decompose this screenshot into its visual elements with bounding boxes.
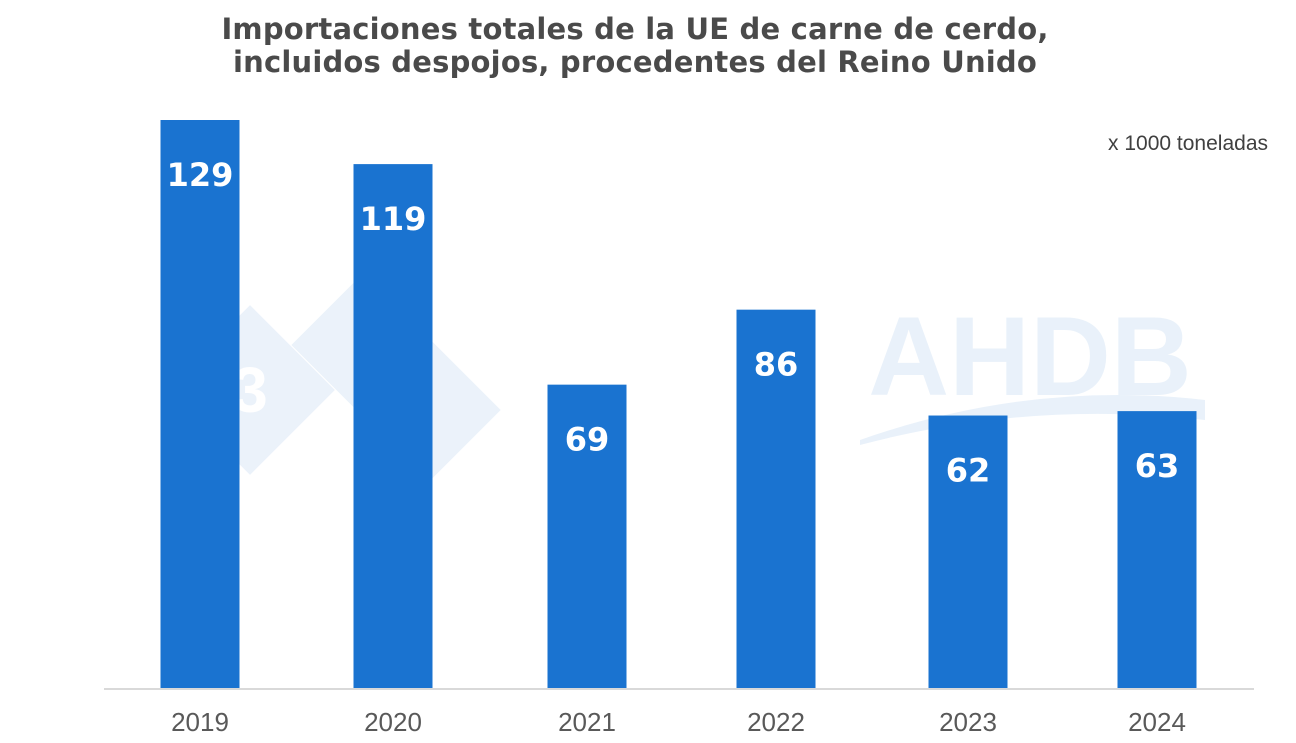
bar-2021 (547, 384, 627, 689)
x-tick-label-2019: 2019 (171, 707, 229, 737)
chart-title-line-2: incluidos despojos, procedentes del Rein… (232, 45, 1038, 79)
data-label-2024: 63 (1135, 447, 1180, 485)
bar-2024 (1117, 411, 1197, 689)
x-tick-label-2022: 2022 (747, 707, 805, 737)
unit-label: x 1000 toneladas (1108, 132, 1268, 155)
data-label-2019: 129 (167, 156, 234, 194)
bar-2019 (160, 120, 240, 689)
data-label-2021: 69 (565, 421, 610, 459)
chart-title-line-1: Importaciones totales de la UE de carne … (221, 12, 1049, 46)
data-label-2023: 62 (946, 452, 991, 490)
bar-series: 129 119 69 86 62 63 (160, 120, 1197, 689)
data-label-2020: 119 (360, 200, 427, 238)
x-axis-ticks: 2019 2020 2021 2022 2023 2024 (171, 707, 1186, 737)
bar-2020 (353, 164, 433, 689)
x-tick-label-2021: 2021 (558, 707, 616, 737)
data-label-2022: 86 (754, 346, 799, 384)
watermark-swoosh (860, 395, 1205, 445)
x-tick-label-2023: 2023 (939, 707, 997, 737)
bar-2023 (928, 415, 1008, 689)
x-tick-label-2020: 2020 (364, 707, 422, 737)
watermark-logo-ahdb: AHDB (860, 294, 1205, 445)
x-tick-label-2024: 2024 (1128, 707, 1186, 737)
bar-2022 (736, 309, 816, 689)
